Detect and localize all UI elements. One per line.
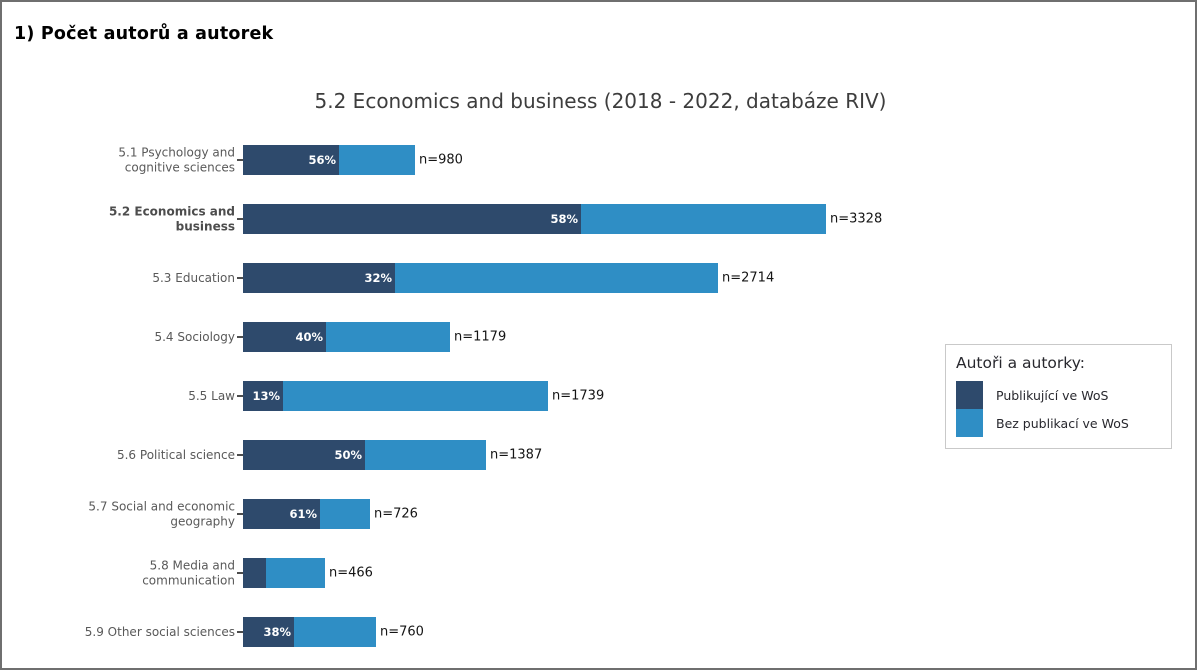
legend-swatch-dark: [956, 381, 983, 409]
bar-row: 5.4 Sociology 40% n=1179: [2, 322, 1195, 352]
category-label: 5.9 Other social sciences: [84, 624, 235, 639]
bar-segment-no-wos: [395, 263, 718, 293]
n-label: n=466: [329, 565, 373, 581]
axis-tick: [237, 159, 243, 161]
page-title: 1) Počet autorů a autorek: [14, 24, 274, 44]
category-label: 5.6 Political science: [116, 447, 235, 462]
category-label: 5.4 Sociology: [154, 329, 235, 344]
legend-swatch-light: [956, 409, 983, 437]
bar-segment-no-wos: [581, 204, 826, 234]
n-label: n=726: [374, 506, 418, 522]
pct-label: 13%: [252, 389, 280, 403]
axis-tick: [237, 454, 243, 456]
legend-item-publikujici-ve-wos: Publikující ve WoS: [956, 381, 1171, 409]
n-label: n=3328: [830, 211, 883, 227]
pct-label: 56%: [308, 153, 336, 167]
axis-tick: [237, 277, 243, 279]
pct-label: 32%: [364, 271, 392, 285]
bar-segment-no-wos: [326, 322, 450, 352]
category-label: 5.8 Media and communication: [142, 558, 235, 588]
axis-tick: [237, 336, 243, 338]
bar-segment-wos: 40%: [243, 322, 326, 352]
n-label: n=1387: [490, 447, 543, 463]
bar-segment-no-wos: [320, 499, 370, 529]
n-label: n=760: [380, 624, 424, 640]
axis-tick: [237, 395, 243, 397]
bar-segment-wos: 61%: [243, 499, 320, 529]
n-label: n=980: [419, 152, 463, 168]
pct-label: 58%: [550, 212, 578, 226]
bar-row: 5.1 Psychology and cognitive sciences 56% n…: [2, 145, 1195, 175]
n-label: n=1179: [454, 329, 507, 345]
bar-segment-no-wos: [365, 440, 486, 470]
n-label: n=1739: [552, 388, 605, 404]
bar-row: 5.5 Law 13% n=1739: [2, 381, 1195, 411]
category-label: 5.5 Law: [188, 388, 235, 403]
bar-segment-wos: 58%: [243, 204, 581, 234]
bar-row: 5.7 Social and economic geography 61% n=726: [2, 499, 1195, 529]
bar-segment-wos: 56%: [243, 145, 339, 175]
axis-tick: [237, 572, 243, 574]
legend-label: Bez publikací ve WoS: [996, 415, 1129, 431]
bar-row: 5.8 Media and communication n=466: [2, 558, 1195, 588]
bar-segment-no-wos: [339, 145, 415, 175]
bar-segment-no-wos: [283, 381, 548, 411]
n-label: n=2714: [722, 270, 775, 286]
chart-title: 5.2 Economics and business (2018 - 2022,…: [314, 89, 887, 113]
category-label: 5.3 Education: [152, 270, 235, 285]
chart-legend: Autoři a autorky: Publikující ve WoS Bez…: [945, 344, 1172, 449]
bar-segment-wos: 32%: [243, 263, 395, 293]
pct-label: 40%: [295, 330, 323, 344]
pct-label: 38%: [263, 625, 291, 639]
legend-title: Autoři a autorky:: [956, 354, 1085, 372]
category-label: 5.7 Social and economic geography: [88, 499, 235, 529]
pct-label: 61%: [289, 507, 317, 521]
bar-row: 5.9 Other social sciences 38% n=760: [2, 617, 1195, 647]
bar-segment-wos: 13%: [243, 381, 283, 411]
pct-label: 50%: [334, 448, 362, 462]
bar-segment-wos: 50%: [243, 440, 365, 470]
bar-segment-no-wos: [266, 558, 325, 588]
bar-row: 5.6 Political science 50% n=1387: [2, 440, 1195, 470]
category-label: 5.1 Psychology and cognitive sciences: [118, 145, 235, 175]
bar-segment-wos: 38%: [243, 617, 294, 647]
legend-item-bez-publikaci-ve-wos: Bez publikací ve WoS: [956, 409, 1171, 437]
bar-row: 5.3 Education 32% n=2714: [2, 263, 1195, 293]
category-label: 5.2 Economics and business: [108, 204, 235, 234]
axis-tick: [237, 513, 243, 515]
bar-segment-wos: [243, 558, 266, 588]
bar-segment-no-wos: [294, 617, 376, 647]
bar-row: 5.2 Economics and business 58% n=3328: [2, 204, 1195, 234]
axis-tick: [237, 218, 243, 220]
chart-rows: 5.1 Psychology and cognitive sciences 56% n…: [2, 145, 1195, 655]
axis-tick: [237, 631, 243, 633]
legend-label: Publikující ve WoS: [996, 387, 1109, 403]
